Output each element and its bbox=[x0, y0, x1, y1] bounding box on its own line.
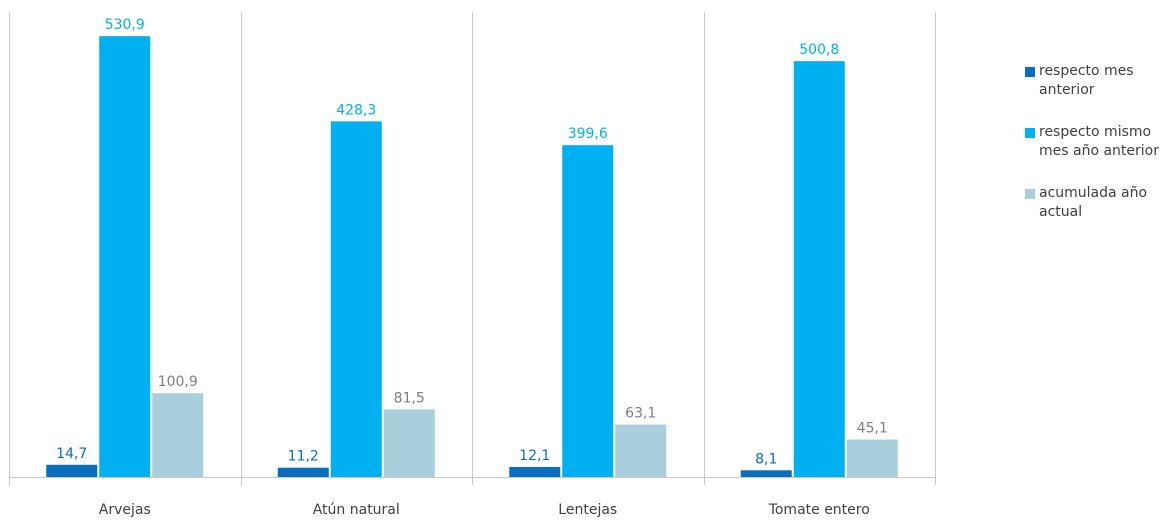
x-tick-label: Arvejas bbox=[99, 502, 151, 518]
data-label: 12,1 bbox=[519, 448, 550, 464]
data-label: 63,1 bbox=[625, 406, 656, 422]
bar bbox=[99, 36, 151, 477]
bar bbox=[740, 470, 792, 477]
bar bbox=[152, 393, 204, 477]
bar bbox=[277, 467, 329, 477]
legend-label: respecto mismo mes año anterior bbox=[1039, 124, 1159, 159]
bar bbox=[46, 464, 98, 477]
bar bbox=[615, 424, 667, 477]
bar bbox=[509, 466, 561, 477]
bar bbox=[793, 61, 845, 478]
bar bbox=[562, 145, 614, 478]
legend-item-respecto-mismo-mes: respecto mismo mes año anterior bbox=[1025, 123, 1173, 161]
data-label: 428,3 bbox=[336, 102, 376, 118]
bar bbox=[330, 121, 382, 477]
data-label: 45,1 bbox=[857, 421, 888, 437]
data-label: 500,8 bbox=[799, 42, 839, 58]
x-tick-label: Atún natural bbox=[313, 502, 400, 518]
legend-label: respecto mes anterior bbox=[1039, 63, 1134, 98]
legend-label: acumulada año actual bbox=[1039, 185, 1148, 220]
chart: 14,7 530,9 100,9 Arvejas 11,2 428,3 81,5 Atún n… bbox=[9, 12, 936, 518]
data-label: 530,9 bbox=[105, 17, 145, 33]
x-tick-label: Lentejas bbox=[558, 502, 617, 518]
legend-item-acumulada: acumulada año actual bbox=[1025, 184, 1173, 222]
data-label: 81,5 bbox=[394, 390, 425, 406]
x-tick-label: Tomate entero bbox=[768, 502, 870, 518]
bar bbox=[846, 439, 898, 477]
legend-item-respecto-mes-anterior: respecto mes anterior bbox=[1025, 62, 1173, 100]
data-label: 8,1 bbox=[755, 451, 777, 467]
legend: respecto mes anterior respecto mismo mes… bbox=[1025, 62, 1173, 245]
data-label: 100,9 bbox=[158, 374, 198, 390]
legend-swatch bbox=[1025, 128, 1035, 138]
data-label: 14,7 bbox=[56, 446, 87, 462]
bar bbox=[383, 409, 435, 477]
legend-swatch bbox=[1025, 67, 1035, 77]
legend-swatch bbox=[1025, 189, 1035, 199]
data-label: 11,2 bbox=[288, 449, 319, 465]
data-label: 399,6 bbox=[568, 126, 608, 142]
